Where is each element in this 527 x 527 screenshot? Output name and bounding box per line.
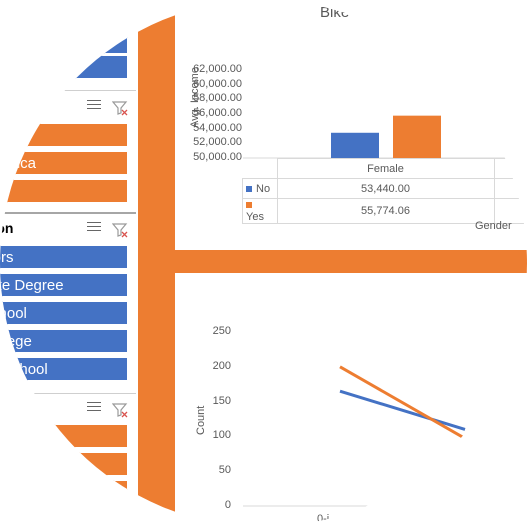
slicer-item[interactable] xyxy=(0,480,128,504)
education-item-bachelors[interactable]: elors xyxy=(0,245,128,269)
y-tick-label: 0 xyxy=(224,499,231,511)
clear-filter-icon[interactable] xyxy=(111,98,128,116)
y-tick-label: 250 xyxy=(212,325,231,337)
y-tick-label: 60,000.00 xyxy=(193,77,242,90)
count-line-chart[interactable]: Count 250 200 150 100 50 0 0-i xyxy=(175,273,527,527)
y-tick-label: 56,000.00 xyxy=(193,107,242,119)
y-tick-label: 150 xyxy=(212,394,231,407)
education-slicer-header: ation xyxy=(0,215,136,241)
education-slicer-title: ation xyxy=(0,220,14,236)
chart-data-table: Female No 53,440.00 Yes 55,774.06 xyxy=(242,158,526,224)
category-label: Female xyxy=(276,158,495,179)
region-slicer-header xyxy=(0,93,136,119)
bar-yes[interactable] xyxy=(393,115,441,158)
legend-swatch xyxy=(246,202,252,209)
region-item[interactable] xyxy=(0,123,128,147)
series-line-1[interactable] xyxy=(339,365,466,440)
education-item-partial-college[interactable]: College xyxy=(0,329,128,353)
clear-filter-icon[interactable] xyxy=(111,400,128,418)
y-tick-label: 50 xyxy=(218,464,231,477)
value-no: 53,440.00 xyxy=(276,178,495,199)
y-tick-label: 58,000.00 xyxy=(193,92,242,105)
region-item-america[interactable]: America xyxy=(0,151,128,175)
legend-yes: Yes xyxy=(242,198,278,224)
chart-title: Bike xyxy=(320,4,350,21)
multi-select-icon[interactable] xyxy=(86,98,102,114)
slicer-item[interactable] xyxy=(0,55,128,79)
y-tick-label: 54,000.00 xyxy=(193,121,242,134)
income-bar-chart[interactable]: Bike Avg. Income 62,000.00 60,000.00 58,00… xyxy=(175,0,527,250)
education-item-partial-high-school[interactable]: gh School xyxy=(0,357,128,381)
series-line-0[interactable] xyxy=(339,389,466,431)
region-item[interactable] xyxy=(0,179,128,203)
horizontal-divider xyxy=(175,250,527,273)
slicer-panel: America ation elors uate Degree School C… xyxy=(0,0,138,527)
multi-select-icon[interactable] xyxy=(86,400,102,416)
legend-no: No xyxy=(242,178,278,199)
slicer-header xyxy=(0,395,136,421)
y-tick-label: 52,000.00 xyxy=(193,136,242,149)
value-yes: 55,774.06 xyxy=(276,198,495,224)
y-tick-label: 200 xyxy=(212,359,231,372)
education-item-graduate-degree[interactable]: uate Degree xyxy=(0,273,128,297)
slicer-divider xyxy=(0,90,136,91)
multi-select-icon[interactable] xyxy=(86,220,102,236)
slicer-item[interactable] xyxy=(0,452,128,476)
x-axis-label: Gender xyxy=(475,220,512,232)
bar-no[interactable] xyxy=(331,132,379,158)
y-tick-label: 62,000.00 xyxy=(193,63,242,75)
slicer-item[interactable] xyxy=(0,424,128,448)
legend-swatch xyxy=(246,185,252,192)
clear-filter-icon[interactable] xyxy=(111,220,128,238)
vertical-divider xyxy=(138,0,175,527)
slicer-divider xyxy=(0,212,136,214)
education-item-high-school[interactable]: School xyxy=(0,301,128,325)
slicer-item[interactable] xyxy=(0,30,128,54)
y-tick-label: 100 xyxy=(212,429,231,442)
x-tick-label: 0-i xyxy=(317,513,330,525)
y-tick-label: 50,000.00 xyxy=(193,151,242,163)
chart-plot-area xyxy=(243,365,515,507)
slicer-divider xyxy=(0,393,136,394)
